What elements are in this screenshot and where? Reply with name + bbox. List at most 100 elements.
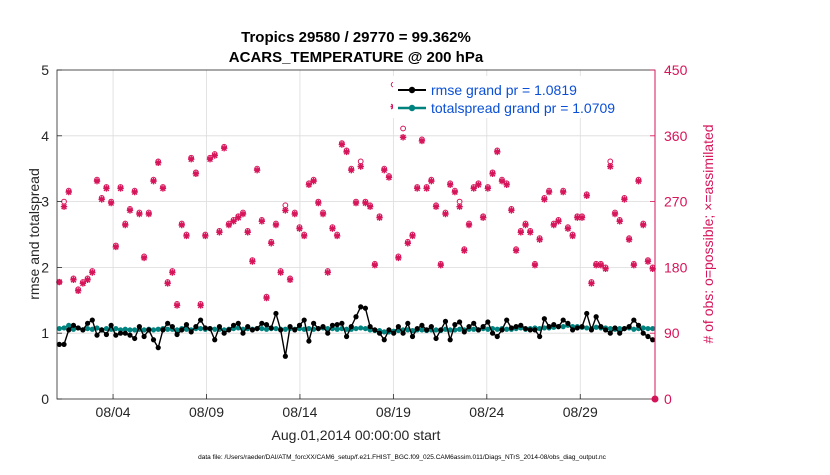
rmse-point [386, 327, 392, 333]
obs-assimilated-marker [607, 163, 614, 170]
obs-assimilated-marker [541, 196, 548, 203]
rmse-point [626, 324, 632, 330]
x-tick-label: 08/29 [563, 404, 598, 420]
obs-assimilated-marker [183, 232, 190, 240]
totalspread-point [617, 325, 623, 332]
rmse-point [588, 327, 595, 333]
y-left-tick-label: 0 [41, 391, 49, 407]
obs-assimilated-marker [216, 229, 223, 236]
rmse-point [447, 337, 453, 343]
rmse-point [409, 333, 416, 340]
obs-assimilated-marker [258, 218, 266, 225]
totalspread-point [362, 325, 369, 332]
rmse-point [94, 332, 100, 338]
legend-box [393, 76, 649, 118]
rmse-point [598, 324, 604, 330]
rmse-point [230, 322, 237, 328]
x-tick-label: 08/04 [96, 404, 131, 420]
rmse-point [273, 310, 279, 317]
rmse-point [570, 327, 576, 333]
rmse-point [113, 332, 119, 338]
rmse-point [485, 319, 491, 325]
totalspread-point [494, 326, 500, 332]
rmse-point [320, 324, 326, 330]
obs-assimilated-marker [220, 145, 228, 152]
rmse-point [301, 317, 307, 323]
rmse-point [311, 320, 317, 326]
totalspread-point [607, 325, 613, 332]
totalspread-point [212, 326, 218, 332]
obs-assimilated-marker [319, 210, 327, 218]
rmse-point [183, 322, 190, 328]
obs-assimilated-marker [517, 229, 525, 236]
obs-assimilated-marker [93, 177, 101, 185]
rmse-point [471, 320, 477, 326]
obs-assimilated-marker [164, 280, 171, 287]
obs-assimilated-marker [588, 280, 595, 287]
rmse-point [358, 304, 364, 310]
obs-assimilated-marker [366, 203, 374, 210]
obs-assimilated-marker [112, 243, 120, 251]
rmse-point [607, 330, 613, 336]
rmse-point [249, 327, 256, 333]
totalspread-point [282, 326, 288, 332]
rmse-point [419, 322, 425, 328]
rmse-point [292, 327, 298, 333]
legend-spread-marker [408, 104, 416, 112]
obs-assimilated-marker [178, 221, 185, 229]
rmse-point [268, 325, 274, 331]
totalspread-point [84, 325, 91, 332]
rmse-point [395, 324, 401, 330]
obs-assimilated-marker [301, 232, 308, 240]
obs-assimilated-marker [630, 262, 638, 269]
obs-assimilated-marker [145, 210, 153, 218]
y-right-tick-label: 270 [664, 194, 688, 210]
rmse-point [315, 325, 321, 332]
obs-assimilated-marker [597, 262, 605, 269]
rmse-point [527, 327, 533, 333]
rmse-point [169, 324, 175, 330]
totalspread-point [447, 327, 453, 333]
rmse-point [282, 353, 288, 359]
rmse-point [362, 305, 369, 311]
obs-assimilated-marker [442, 210, 449, 218]
rmse-point [160, 327, 166, 333]
obs-assimilated-marker [522, 221, 529, 229]
totalspread-point [103, 325, 110, 332]
totalspread-point [334, 326, 340, 332]
y-right-tick-label: 90 [664, 325, 680, 341]
totalspread-point [306, 325, 312, 332]
rmse-point [635, 322, 642, 328]
obs-assimilated-marker [131, 188, 138, 196]
rmse-point [546, 324, 552, 330]
y-right-tick-label: 0 [664, 391, 672, 407]
obs-assimilated-marker [446, 181, 454, 188]
rmse-point [296, 322, 303, 328]
totalspread-point [631, 326, 637, 332]
obs-assimilated-marker [621, 196, 628, 203]
rmse-point [400, 330, 406, 336]
obs-assimilated-marker [432, 203, 440, 210]
obs-assimilated-marker [136, 210, 143, 218]
obs-assimilated-marker [545, 188, 553, 196]
totalspread-point [66, 322, 72, 328]
obs-assimilated-marker [150, 177, 157, 185]
totalspread-point [485, 326, 491, 332]
rmse-point [560, 317, 566, 323]
x-tick-label: 08/19 [376, 404, 411, 420]
totalspread-point [560, 324, 566, 330]
x-grid [112, 70, 581, 399]
y-left-tick-label: 1 [41, 325, 49, 341]
rmse-point [489, 330, 496, 336]
obs-assimilated-marker [371, 262, 379, 269]
obs-assimilated-marker [574, 214, 581, 221]
totalspread-point [650, 325, 656, 332]
totalspread-point [381, 329, 387, 335]
totalspread-point [155, 326, 161, 332]
legend-totalspread-label: totalspread grand pr = 1.0709 [431, 100, 615, 116]
obs-assimilated-marker [649, 265, 656, 273]
rmse-point [428, 324, 434, 330]
totalspread-point [263, 326, 270, 332]
obs-assimilated-marker [286, 276, 294, 284]
